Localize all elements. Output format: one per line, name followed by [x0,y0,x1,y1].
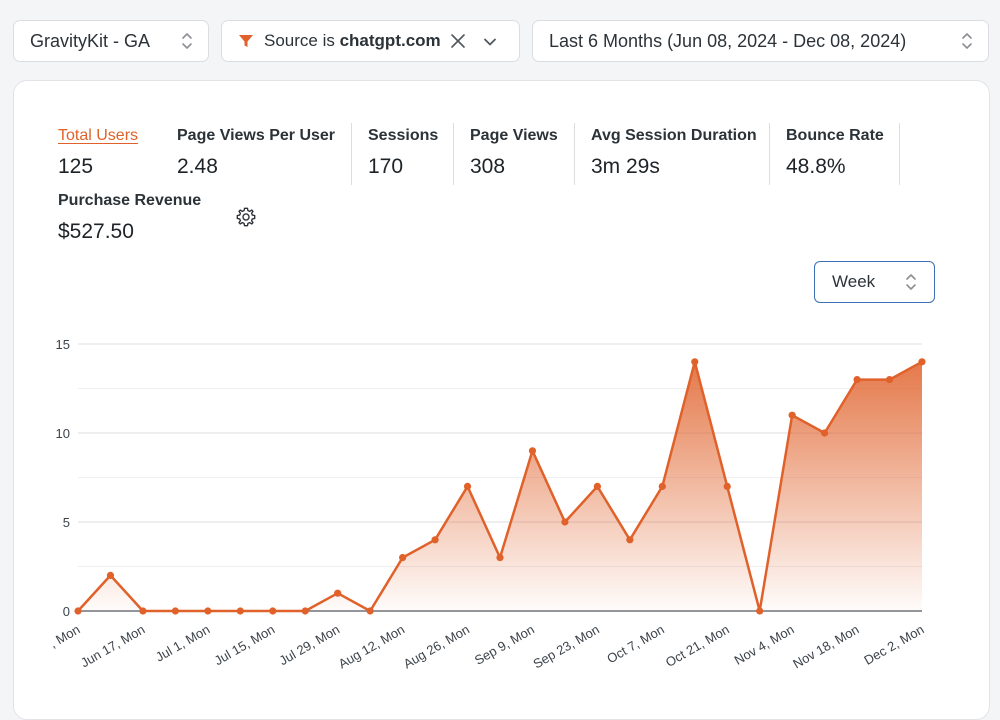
metric-value: 170 [368,155,404,178]
y-tick-label: 10 [56,426,70,441]
data-point[interactable] [723,482,731,490]
y-tick-label: 5 [63,515,70,530]
x-tick-label: Dec 2, Mon [861,622,926,668]
metric-value: $527.50 [58,220,134,243]
data-point[interactable] [301,607,309,615]
divider [574,123,575,185]
metric-label: Page Views Per User [177,127,336,144]
area-fill [78,361,922,611]
data-point[interactable] [626,536,634,544]
funnel-icon [239,35,253,47]
divider [351,123,352,185]
metric-label: Avg Session Duration [591,127,757,144]
data-point[interactable] [74,607,82,615]
metric-value: 125 [58,155,94,178]
metric-page-views-per-user[interactable]: Page Views Per User 2.48 [177,127,335,179]
account-selector[interactable]: GravityKit - GA [13,20,209,62]
x-tick-label: Nov 18, Mon [790,622,861,672]
data-point[interactable] [139,607,147,615]
data-point[interactable] [334,589,342,597]
metric-avg-session-duration[interactable]: Avg Session Duration 3m 29s [591,127,757,179]
account-label: GravityKit - GA [30,30,151,51]
filter-label: Source is chatgpt.com [264,31,441,51]
data-point[interactable] [528,447,537,455]
data-point[interactable] [593,482,601,490]
data-point[interactable] [756,607,764,615]
metric-label: Total Users [58,127,139,144]
granularity-select[interactable]: Week [814,261,935,303]
x-tick-label: Oct 7, Mon [604,622,667,667]
metric-value: 48.8% [786,155,846,178]
filter-value: chatgpt.com [339,31,441,50]
divider [453,123,454,185]
metric-value: 308 [470,155,506,178]
data-point[interactable] [269,607,277,615]
x-tick-label: Jul 15, Mon [212,622,278,669]
y-tick-label: 15 [56,337,70,352]
filter-prefix: Source is [264,31,340,50]
data-point[interactable] [106,571,115,580]
data-point[interactable] [431,536,439,544]
metric-label: Sessions [368,127,439,144]
data-point[interactable] [885,376,894,384]
metric-value: 3m 29s [591,155,660,178]
metric-label: Purchase Revenue [58,192,202,209]
x-tick-label: Aug 12, Mon [336,622,407,672]
x-tick-label: Oct 21, Mon [663,622,732,670]
up-down-arrows-icon [906,274,916,290]
date-range-label: Last 6 Months (Jun 08, 2024 - Dec 08, 20… [549,30,907,51]
up-down-arrows-icon [962,33,972,49]
granularity-label: Week [832,272,876,291]
data-point[interactable] [788,411,796,419]
x-tick-label: Jun 17, Mon [78,622,147,671]
x-tick-label: Aug 26, Mon [401,622,472,672]
data-point[interactable] [496,554,504,562]
x-tick-label: Jul 29, Mon [276,622,342,669]
date-range-selector[interactable]: Last 6 Months (Jun 08, 2024 - Dec 08, 20… [532,20,989,62]
metric-total-users[interactable]: Total Users 125 [58,127,138,179]
x-tick-label: Sep 9, Mon [472,622,537,668]
data-point[interactable] [658,482,666,490]
data-point[interactable] [853,376,861,384]
metric-sessions[interactable]: Sessions 170 [368,127,438,179]
divider [899,123,900,185]
data-point[interactable] [561,518,569,526]
data-point[interactable] [463,482,472,490]
gear-icon[interactable] [235,206,257,228]
data-point[interactable] [821,429,829,437]
divider [769,123,770,185]
data-point[interactable] [204,607,212,615]
data-point[interactable] [691,358,699,366]
metric-page-views[interactable]: Page Views 308 [470,127,558,179]
data-point[interactable] [171,607,179,615]
x-tick-label: Jul 1, Mon [153,622,212,665]
data-point[interactable] [399,554,407,562]
top-bar: GravityKit - GA Source is chatgpt.com La… [0,0,1000,80]
metric-label: Page Views [470,127,558,144]
data-point[interactable] [366,607,374,615]
source-filter[interactable]: Source is chatgpt.com [221,20,520,62]
chevron-down-icon[interactable] [483,35,497,49]
metric-value: 2.48 [177,155,218,178]
metric-bounce-rate[interactable]: Bounce Rate 48.8% [786,127,884,179]
x-tick-label: , Mon [47,622,83,651]
metric-purchase-revenue[interactable]: Purchase Revenue $527.50 [58,192,201,244]
close-icon[interactable] [450,33,466,49]
metric-label: Bounce Rate [786,127,884,144]
data-point[interactable] [236,607,244,615]
x-tick-label: Nov 4, Mon [732,622,797,668]
data-point[interactable] [918,358,926,366]
x-tick-label: Sep 23, Mon [531,622,602,672]
y-tick-label: 0 [63,604,70,619]
up-down-arrows-icon [182,33,192,49]
